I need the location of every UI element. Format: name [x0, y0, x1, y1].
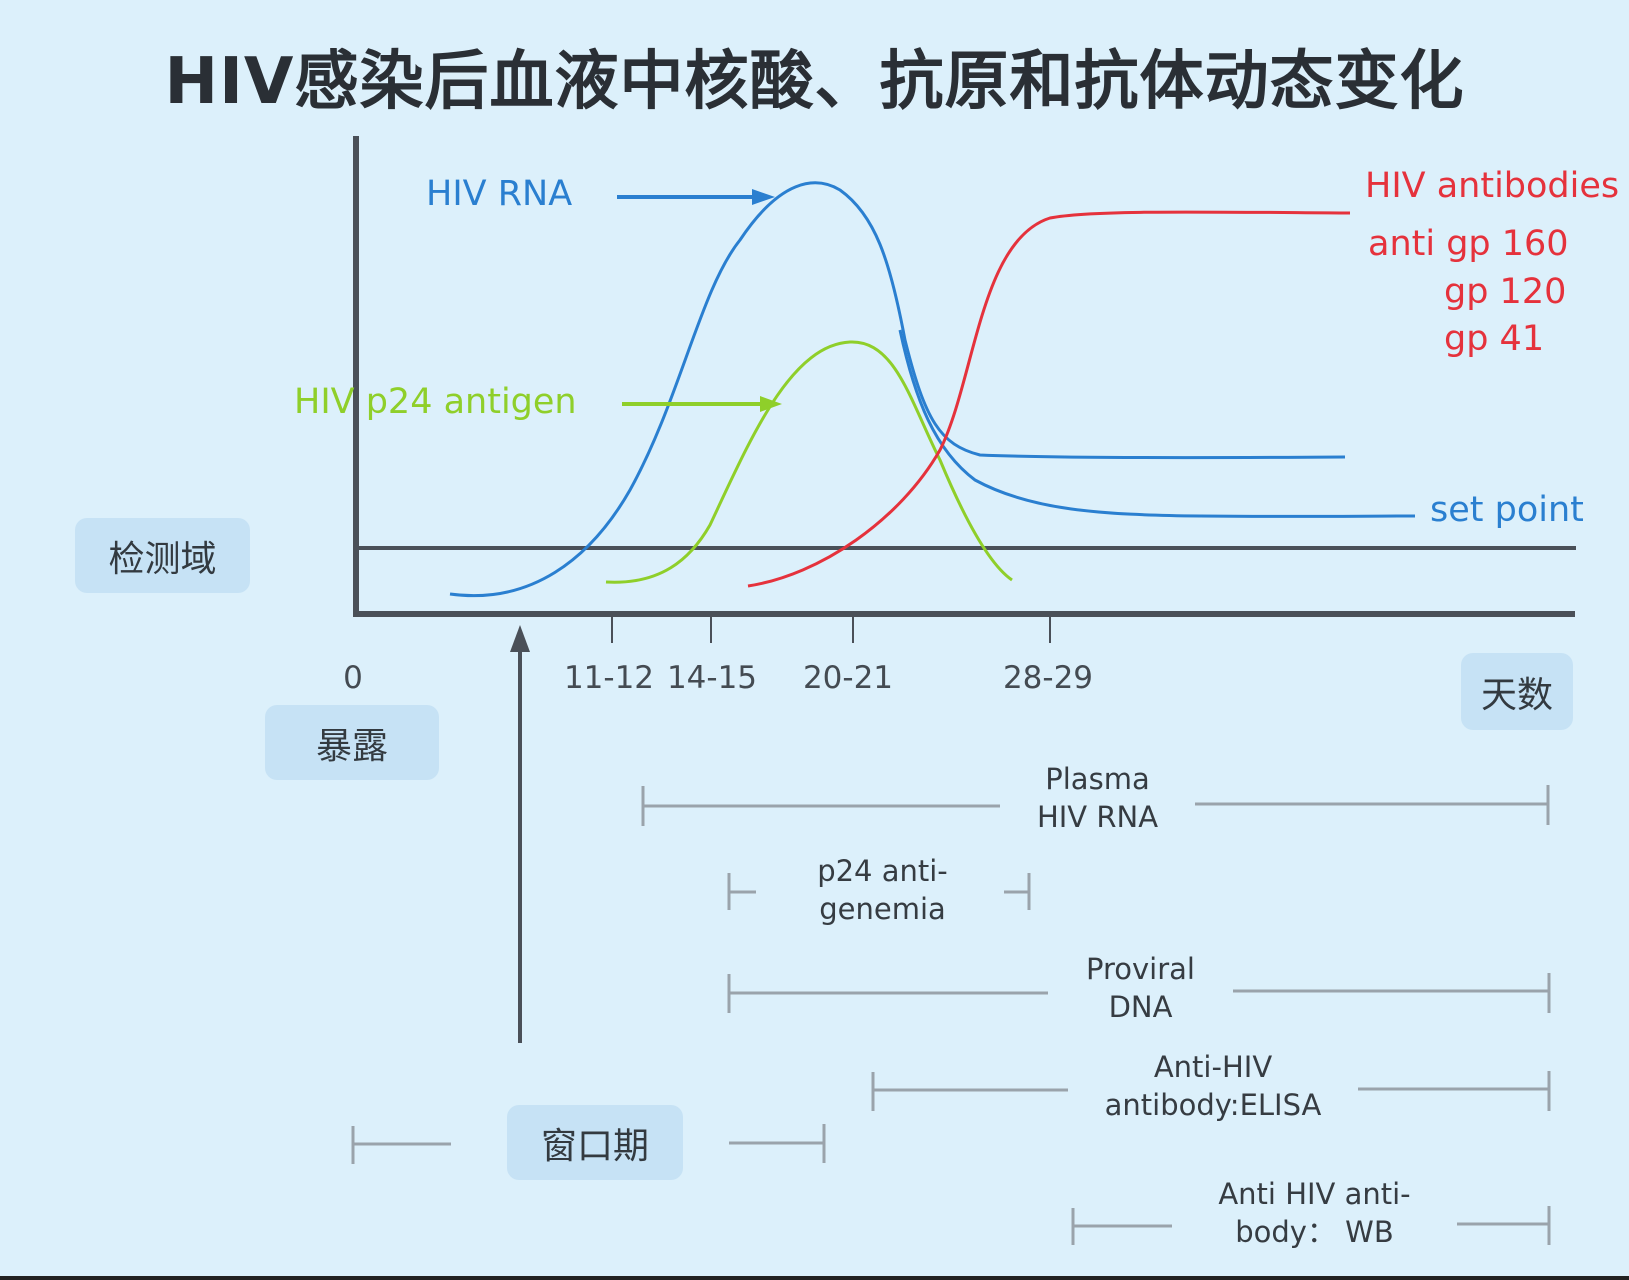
- tick-label: 28-29: [1002, 660, 1094, 696]
- arrow-right-icon: [752, 189, 775, 205]
- exposure-label: 暴露: [265, 705, 439, 780]
- bottom-border: [0, 1276, 1629, 1280]
- antibody-gp41-label: gp 41: [1444, 319, 1545, 359]
- range-bars: [351, 785, 1551, 1245]
- p24-curve: [605, 340, 1013, 584]
- antibody-gp160-label: anti gp 160: [1368, 224, 1569, 264]
- detection-zone-label: 检测域: [75, 518, 250, 593]
- range-label-plasma-rna: Plasma HIV RNA: [1036, 762, 1159, 834]
- range-label-proviral-dna: Proviral DNA: [1086, 952, 1195, 1024]
- days-axis-label: 天数: [1461, 653, 1573, 730]
- antibody-gp120-label: gp 120: [1444, 272, 1567, 312]
- page-title: HIV感染后血液中核酸、抗原和抗体动态变化: [164, 45, 1465, 119]
- hiv-rna-setpoint-curve: [898, 329, 1416, 518]
- hiv-rna-label: HIV RNA: [426, 174, 573, 214]
- hiv-rna-curve: [449, 181, 1346, 598]
- arrow-up-icon: [510, 625, 530, 652]
- antibodies-label: HIV antibodies: [1365, 166, 1620, 206]
- range-label-p24: p24 anti- genemia: [817, 854, 948, 926]
- tick-label: 11-12: [563, 660, 655, 696]
- antibody-curve: [747, 210, 1351, 588]
- tick-label: 20-21: [802, 660, 894, 696]
- set-point-label: set point: [1430, 490, 1584, 530]
- tick-label-0: 0: [343, 660, 363, 696]
- p24-label: HIV p24 antigen: [294, 382, 577, 422]
- arrow-right-icon: [760, 396, 782, 412]
- range-label-wb: Anti HIV anti- body： WB: [1218, 1177, 1411, 1249]
- tick-label: 14-15: [666, 660, 758, 696]
- window-period-label: 窗口期: [507, 1105, 683, 1180]
- range-label-elisa: Anti-HIV antibody:ELISA: [1104, 1050, 1322, 1122]
